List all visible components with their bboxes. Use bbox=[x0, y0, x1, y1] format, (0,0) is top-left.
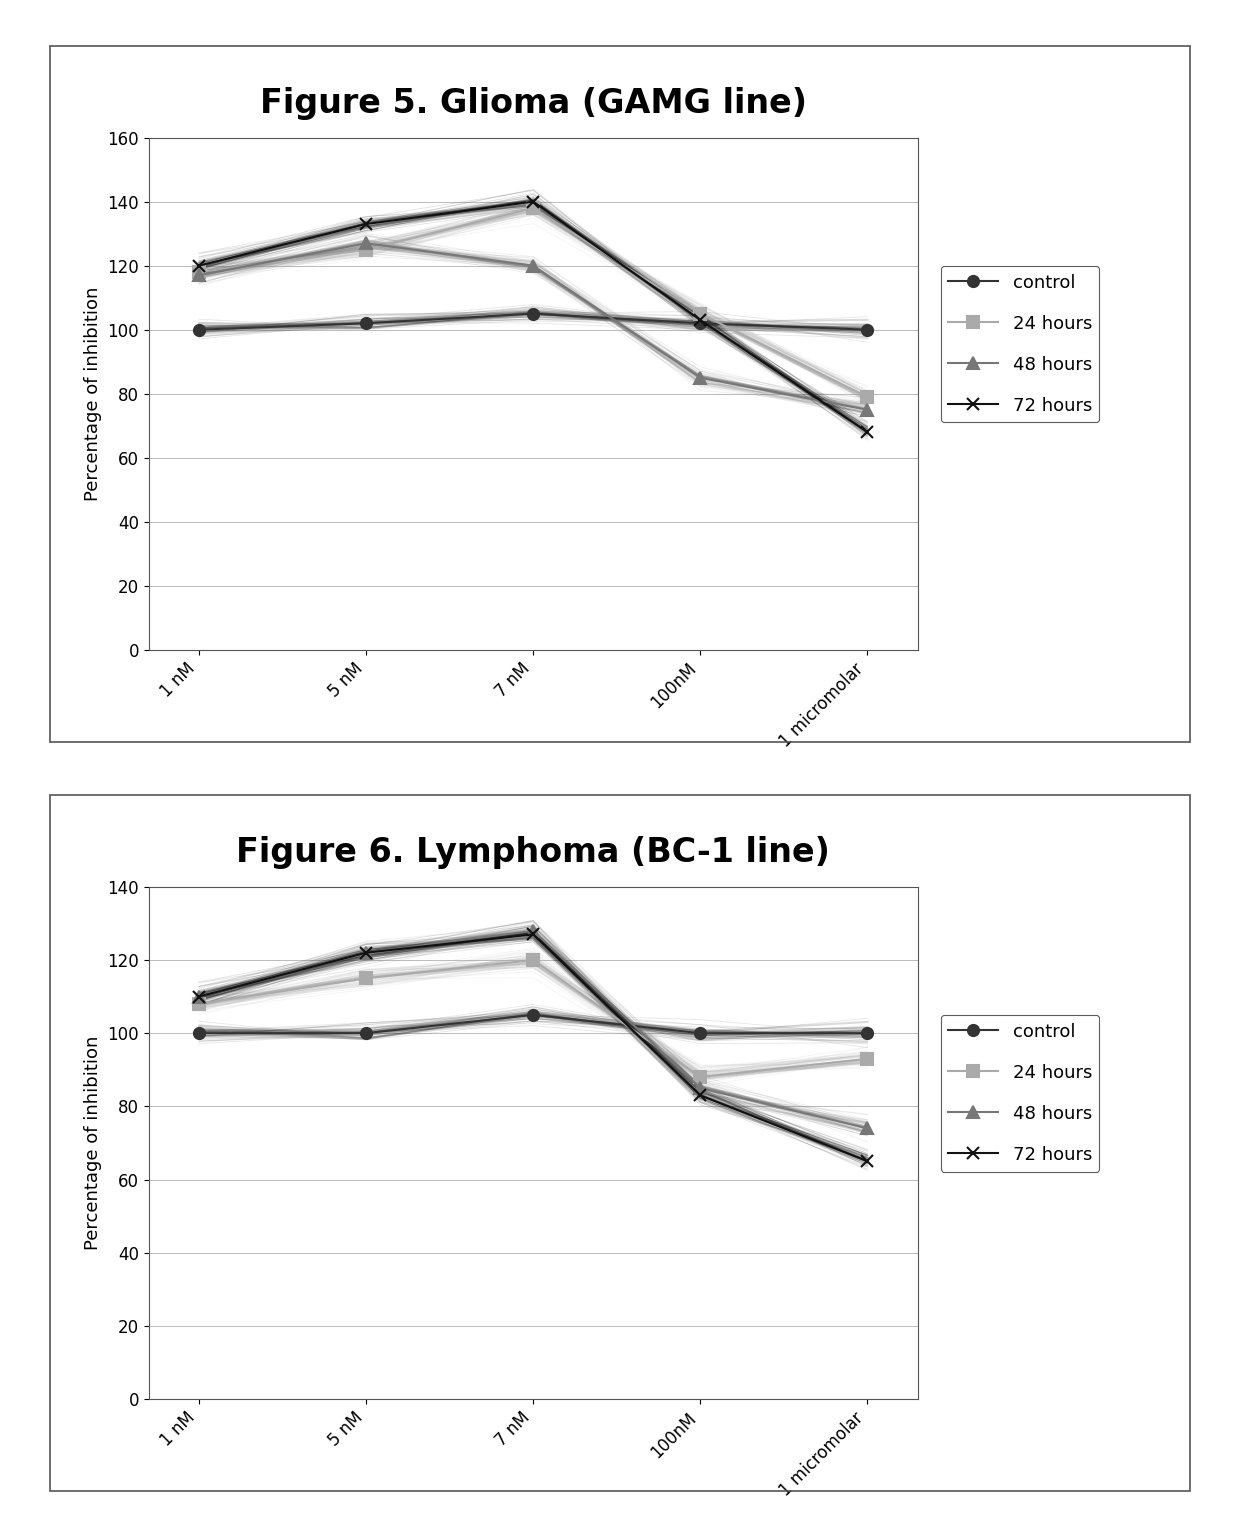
72 hours bbox=[191, 988, 206, 1006]
48 hours bbox=[191, 266, 206, 284]
control bbox=[861, 1024, 875, 1043]
72 hours bbox=[693, 1086, 708, 1104]
24 hours bbox=[693, 1067, 708, 1086]
72 hours bbox=[526, 193, 541, 211]
control bbox=[693, 1024, 708, 1043]
48 hours bbox=[191, 988, 206, 1006]
Y-axis label: Percentage of inhibition: Percentage of inhibition bbox=[84, 286, 102, 502]
48 hours bbox=[358, 943, 373, 962]
control bbox=[693, 313, 708, 332]
Line: control: control bbox=[193, 309, 873, 335]
control bbox=[526, 304, 541, 323]
48 hours bbox=[861, 401, 875, 419]
48 hours bbox=[861, 1119, 875, 1138]
24 hours bbox=[191, 263, 206, 281]
48 hours bbox=[526, 922, 541, 940]
Line: 72 hours: 72 hours bbox=[193, 928, 873, 1167]
24 hours bbox=[526, 951, 541, 969]
72 hours bbox=[526, 925, 541, 943]
control bbox=[861, 321, 875, 339]
24 hours bbox=[191, 995, 206, 1014]
Line: 72 hours: 72 hours bbox=[193, 196, 873, 437]
72 hours bbox=[358, 943, 373, 962]
Y-axis label: Percentage of inhibition: Percentage of inhibition bbox=[84, 1035, 102, 1251]
control bbox=[191, 321, 206, 339]
Line: control: control bbox=[193, 1009, 873, 1038]
Line: 24 hours: 24 hours bbox=[193, 954, 873, 1083]
control bbox=[526, 1006, 541, 1024]
48 hours bbox=[693, 368, 708, 387]
Line: 48 hours: 48 hours bbox=[193, 925, 873, 1135]
24 hours bbox=[861, 1049, 875, 1067]
72 hours bbox=[861, 424, 875, 442]
48 hours bbox=[358, 234, 373, 252]
48 hours bbox=[693, 1079, 708, 1098]
Line: 24 hours: 24 hours bbox=[193, 202, 873, 402]
Title: Figure 5. Glioma (GAMG line): Figure 5. Glioma (GAMG line) bbox=[259, 87, 807, 119]
Legend: control, 24 hours, 48 hours, 72 hours: control, 24 hours, 48 hours, 72 hours bbox=[941, 266, 1100, 422]
Legend: control, 24 hours, 48 hours, 72 hours: control, 24 hours, 48 hours, 72 hours bbox=[941, 1015, 1100, 1171]
Line: 48 hours: 48 hours bbox=[193, 237, 873, 416]
control bbox=[191, 1024, 206, 1043]
24 hours bbox=[693, 304, 708, 323]
72 hours bbox=[358, 216, 373, 234]
control bbox=[358, 313, 373, 332]
Title: Figure 6. Lymphoma (BC-1 line): Figure 6. Lymphoma (BC-1 line) bbox=[237, 836, 830, 868]
72 hours bbox=[861, 1151, 875, 1170]
48 hours bbox=[526, 257, 541, 275]
24 hours bbox=[358, 240, 373, 258]
72 hours bbox=[191, 257, 206, 275]
24 hours bbox=[526, 199, 541, 217]
24 hours bbox=[861, 388, 875, 407]
72 hours bbox=[693, 310, 708, 329]
control bbox=[358, 1024, 373, 1043]
24 hours bbox=[358, 969, 373, 988]
